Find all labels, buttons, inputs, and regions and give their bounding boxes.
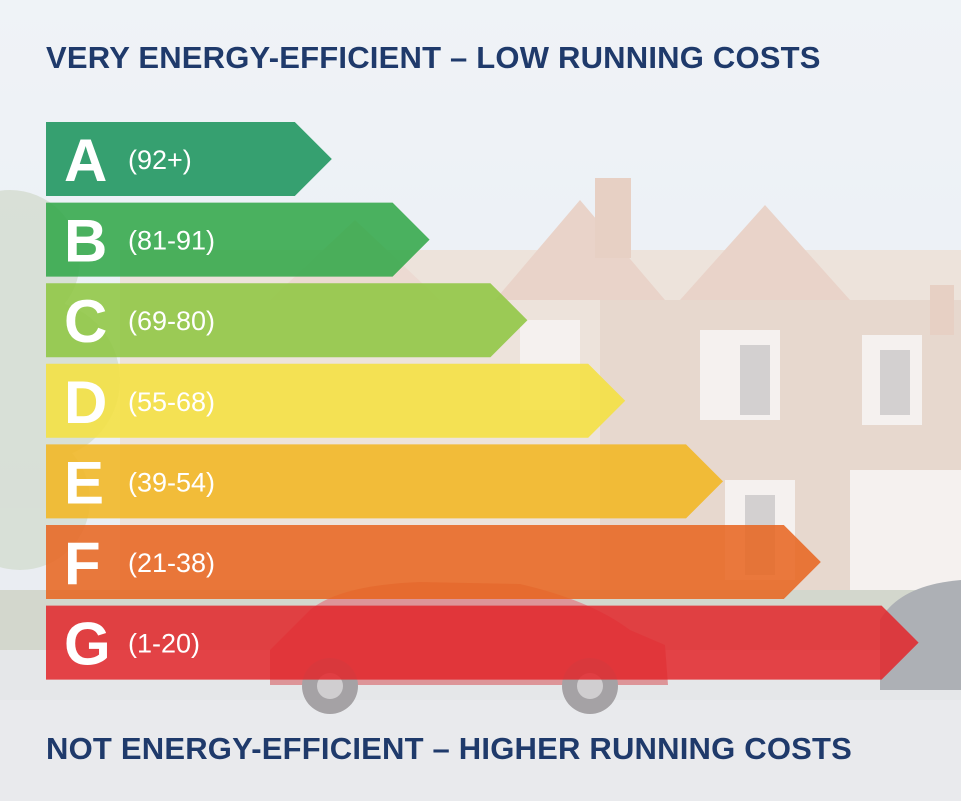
rating-range-label: (21-38) [128,548,215,578]
rating-letter: C [64,288,107,355]
rating-letter: D [64,369,107,436]
rating-arrow-f [46,525,821,599]
bottom-caption: NOT ENERGY-EFFICIENT – HIGHER RUNNING CO… [46,731,853,766]
rating-band-c: C (69-80) [46,283,528,358]
rating-band-d: D (55-68) [46,363,626,438]
rating-band-g: G (1-20) [46,605,919,680]
rating-letter: E [64,449,104,516]
rating-letter: A [64,127,107,194]
rating-range-label: (69-80) [128,306,215,336]
rating-letter: G [64,611,111,678]
rating-letter: F [64,530,101,597]
rating-arrow-d [46,363,626,438]
rating-range-label: (39-54) [128,467,215,497]
rating-arrow-c [46,283,528,358]
rating-range-label: (1-20) [128,629,200,659]
rating-arrow-b [46,202,430,277]
rating-range-label: (55-68) [128,387,215,417]
rating-band-f: F (21-38) [46,525,821,599]
rating-arrow-a [46,122,332,196]
rating-band-a: A (92+) [46,122,332,196]
rating-range-label: (92+) [128,145,192,175]
rating-arrow-g [46,605,919,680]
rating-range-label: (81-91) [128,226,215,256]
rating-arrow-e [46,444,723,519]
rating-band-b: B (81-91) [46,202,430,277]
top-caption: VERY ENERGY-EFFICIENT – LOW RUNNING COST… [46,40,821,75]
rating-letter: B [64,208,107,275]
rating-band-e: E (39-54) [46,444,723,519]
car [880,580,961,690]
